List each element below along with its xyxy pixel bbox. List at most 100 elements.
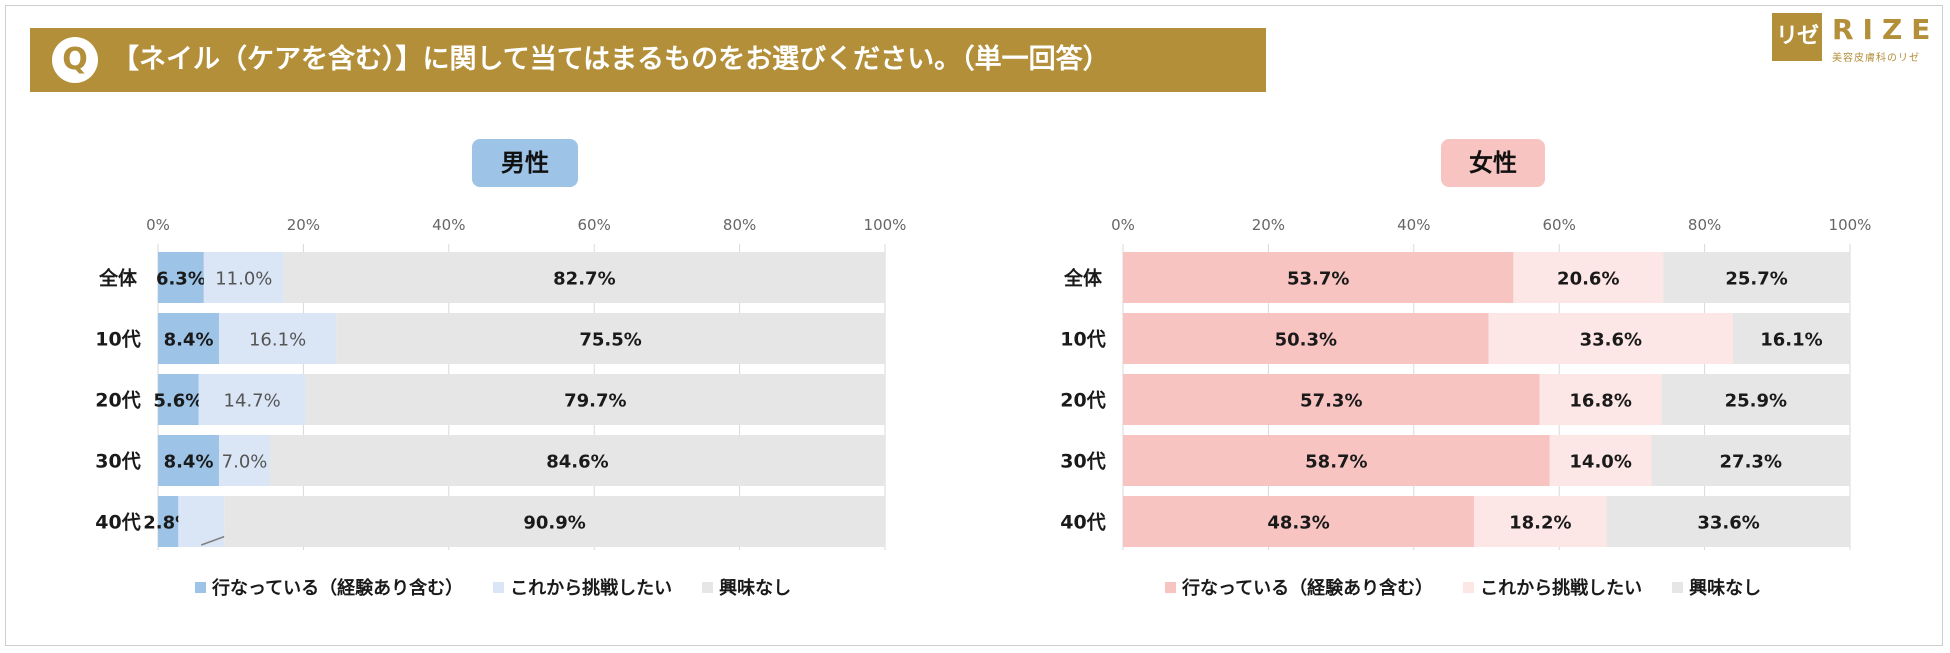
female-bar-1 xyxy=(1123,313,1489,364)
male-legend-label: 興味なし xyxy=(719,578,792,599)
male-data-label: 11.0% xyxy=(215,269,272,290)
female-data-label: 57.3% xyxy=(1300,391,1362,412)
male-data-label: 75.5% xyxy=(579,330,641,351)
male-bar-3 xyxy=(305,374,885,425)
male-data-label: 16.1% xyxy=(249,330,306,351)
female-bar-2 xyxy=(1549,435,1652,486)
female-data-label: 25.9% xyxy=(1725,391,1787,412)
male-category-label: 全体 xyxy=(98,267,138,290)
female-data-label: 14.0% xyxy=(1569,452,1631,473)
male-data-label: 84.6% xyxy=(546,452,608,473)
male-data-label: 90.9% xyxy=(523,513,585,534)
male-category-label: 40代 xyxy=(95,512,140,534)
female-x-tick-label: 80% xyxy=(1688,216,1721,234)
male-bar-1 xyxy=(158,374,199,425)
female-data-label: 50.3% xyxy=(1275,330,1337,351)
female-bar-2 xyxy=(1513,252,1664,303)
male-bar-1 xyxy=(158,313,220,364)
male-bar-3 xyxy=(336,313,885,364)
female-legend-label: 行なっている（経験あり含む） xyxy=(1182,578,1434,599)
female-bar-1 xyxy=(1123,252,1514,303)
male-data-label: 8.4% xyxy=(164,452,214,473)
female-bar-3 xyxy=(1732,313,1850,364)
male-bar-1 xyxy=(158,496,179,547)
female-chart-title: 女性 xyxy=(1441,139,1545,187)
male-legend-label: これから挑戦したい xyxy=(510,578,673,599)
male-x-tick-label: 40% xyxy=(432,216,465,234)
female-bar-3 xyxy=(1606,496,1851,547)
female-x-tick-label: 60% xyxy=(1543,216,1576,234)
female-bar-1 xyxy=(1123,496,1475,547)
female-legend-swatch xyxy=(1463,581,1475,593)
female-x-tick-label: 40% xyxy=(1397,216,1430,234)
male-bar-2 xyxy=(219,435,270,486)
male-bar-1 xyxy=(158,252,204,303)
question-badge: Q xyxy=(52,37,98,83)
female-data-label: 58.7% xyxy=(1305,452,1367,473)
female-data-label: 27.3% xyxy=(1720,452,1782,473)
female-data-label: 16.1% xyxy=(1760,330,1822,351)
male-bar-3 xyxy=(269,435,885,486)
male-data-label: 7.0% xyxy=(222,452,268,473)
female-data-label: 18.2% xyxy=(1509,513,1571,534)
male-x-tick-label: 20% xyxy=(287,216,320,234)
male-category-label: 30代 xyxy=(95,451,140,473)
female-x-tick-label: 20% xyxy=(1252,216,1285,234)
female-category-label: 10代 xyxy=(1060,329,1105,351)
female-bar-3 xyxy=(1661,374,1850,425)
male-data-label: 14.7% xyxy=(224,391,281,412)
male-x-tick-label: 80% xyxy=(723,216,756,234)
female-legend-swatch xyxy=(1165,581,1176,593)
female-bar-1 xyxy=(1123,374,1540,425)
male-data-label: 5.6% xyxy=(153,391,203,412)
rize-logo: リゼ RIZE 美容皮膚科のリゼ xyxy=(1772,13,1937,65)
male-bar-1 xyxy=(158,435,220,486)
male-bar-3 xyxy=(224,496,886,547)
male-data-label: 79.7% xyxy=(564,391,626,412)
logo-mark: リゼ xyxy=(1772,13,1822,61)
female-x-tick-label: 100% xyxy=(1829,216,1872,234)
male-legend-swatch xyxy=(493,581,505,593)
female-category-label: 20代 xyxy=(1060,390,1105,412)
chart-frame xyxy=(5,5,1943,646)
logo-tagline: 美容皮膚科のリゼ xyxy=(1832,53,1920,64)
female-data-label: 25.7% xyxy=(1725,269,1787,290)
question-text: 【ネイル（ケアを含む）】に関して当てはまるものをお選びください。（単一回答） xyxy=(112,44,1110,75)
female-category-label: 30代 xyxy=(1060,451,1105,473)
male-x-tick-label: 0% xyxy=(146,216,170,234)
female-legend-label: 興味なし xyxy=(1689,578,1762,599)
female-legend-item: 興味なし xyxy=(1672,574,1761,600)
female-legend-item: これから挑戦したい xyxy=(1463,574,1642,600)
female-legend-swatch xyxy=(1672,581,1684,593)
male-category-label: 20代 xyxy=(95,390,140,412)
female-bar-3 xyxy=(1651,435,1850,486)
male-legend-item: 行なっている（経験あり含む） xyxy=(195,574,463,600)
female-legend: 行なっている（経験あり含む） これから挑戦したい 興味なし xyxy=(1165,574,1791,600)
female-category-label: 全体 xyxy=(1063,267,1103,290)
female-bar-3 xyxy=(1663,252,1850,303)
male-legend-item: これから挑戦したい xyxy=(493,574,672,600)
female-bar-2 xyxy=(1474,496,1607,547)
male-category-label: 10代 xyxy=(95,329,140,351)
male-bar-2 xyxy=(203,252,284,303)
male-data-label: 8.4% xyxy=(164,330,214,351)
male-bar-2 xyxy=(219,313,337,364)
female-data-label: 16.8% xyxy=(1569,391,1631,412)
male-bar-3 xyxy=(283,252,885,303)
question-banner: Q 【ネイル（ケアを含む）】に関して当てはまるものをお選びください。（単一回答） xyxy=(30,28,1266,92)
male-bar-2 xyxy=(198,374,306,425)
male-legend-swatch xyxy=(195,581,206,593)
male-x-tick-label: 100% xyxy=(864,216,907,234)
female-data-label: 33.6% xyxy=(1580,330,1642,351)
female-data-label: 33.6% xyxy=(1697,513,1759,534)
male-bar-2 xyxy=(178,496,225,547)
male-x-tick-label: 60% xyxy=(578,216,611,234)
female-bar-2 xyxy=(1488,313,1733,364)
male-data-label: 82.7% xyxy=(553,269,615,290)
male-legend-swatch xyxy=(702,581,714,593)
female-data-label: 48.3% xyxy=(1267,513,1329,534)
male-legend-label: 行なっている（経験あり含む） xyxy=(212,578,464,599)
female-bar-1 xyxy=(1123,435,1550,486)
logo-wordmark: RIZE xyxy=(1832,13,1940,46)
